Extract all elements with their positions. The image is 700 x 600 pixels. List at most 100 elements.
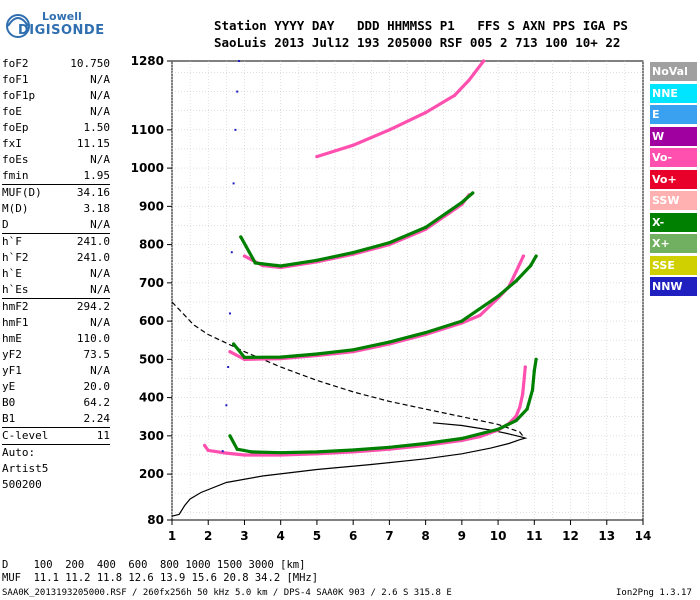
parameter-row: hmE 110.0 [2,331,110,347]
y-tick-label: 900 [139,199,164,213]
trace-point [481,59,486,63]
legend-entry-vo: Vo+ [650,169,697,189]
trace-point [315,450,319,454]
trace-point [236,90,239,93]
trace-point [521,254,526,258]
trace-point [203,443,207,448]
x-tick-label: 8 [421,529,429,543]
parameter-row: C-level 11 [2,428,110,444]
parameter-name: C-level [2,429,49,442]
trace-point [460,200,464,205]
header-line-values: SaoLuis 2013 Jul12 193 205000 RSF 005 2 … [214,35,621,50]
x-tick-label: 7 [385,529,393,543]
parameter-row: Artist5 [2,461,110,477]
x-tick-label: 3 [240,529,248,543]
trace-point [518,405,522,409]
x-tick-label: 11 [526,529,543,543]
parameter-name: fmin [2,169,29,182]
parameter-value: 110.0 [76,332,110,345]
parameter-row: M(D) 3.18 [2,201,110,217]
trace-point [206,448,210,452]
parameter-name: h`F2 [2,251,29,264]
logo-text-digisonde: DIGISONDE [18,23,105,38]
legend-entry-ssw: SSW [650,191,697,210]
parameter-row: h`F2 241.0 [2,250,110,266]
logo-emblem-icon [6,14,30,38]
parameter-value: 294.2 [76,300,110,313]
trace-point [250,450,254,454]
trace-point [514,418,518,423]
trace-point [228,350,232,354]
trace-point [351,448,355,452]
trace-point [522,376,526,381]
header-line-labels: Station YYYY DAY DDD HHMMSS P1 FFS S AXN… [214,18,628,33]
trace-point [460,319,464,323]
parameter-name: 500200 [2,478,42,491]
trace-point [523,365,527,369]
trace-point [351,348,355,352]
parameter-name: fxI [2,137,22,150]
y-tick-label: 500 [139,352,164,366]
y-tick-label: 1100 [131,123,164,137]
polarization-legend: NoVal NNE E W Vo- Vo+ SSW X- X+ SSE NNW [650,62,697,299]
y-tick-label: 200 [139,467,164,481]
parameter-name: foEs [2,153,29,166]
parameter-value: N/A [90,267,110,280]
trace-point [235,447,239,451]
parameter-value: 73.5 [83,348,111,361]
x-tick-label: 6 [349,529,357,543]
parameter-row: fxI 11.15 [2,136,110,152]
parameter-separator [2,427,110,428]
parameter-row: fmin 1.95 [2,168,110,184]
parameter-value: 64.2 [83,396,111,409]
parameter-row: MUF(D) 34.16 [2,185,110,201]
trace-point [315,258,319,262]
parameter-value: N/A [90,153,110,166]
trace-point [228,312,231,315]
trace-point [496,294,500,298]
trace-point [387,340,391,344]
trace-point [424,441,428,446]
trace [221,60,241,453]
parameter-row: yF2 73.5 [2,347,110,363]
trace-point [521,392,525,396]
footer-muf-line: MUF 11.1 11.2 11.8 12.6 13.9 15.6 20.8 3… [2,572,319,584]
parameter-row: hmF2 294.2 [2,299,110,315]
parameter-row: Auto: [2,445,110,461]
parameter-row: hmF1 N/A [2,315,110,331]
x-tick-label: 10 [490,529,507,543]
legend-entry-nnw: NNW [650,277,697,296]
trace-point [525,407,529,411]
parameter-name: B0 [2,396,16,409]
footer-distance-line: D 100 200 400 600 800 1000 1500 3000 [km… [2,559,306,571]
parameter-name: hmF1 [2,316,29,329]
trace-point [227,366,230,368]
trace-point [225,404,228,407]
trace-line [203,365,527,457]
trace-point [496,427,500,431]
electron-density-profile [171,422,528,517]
parameter-row: foE N/A [2,104,110,120]
parameter-row: foF2 10.750 [2,56,110,72]
trace-point [279,355,283,359]
parameter-name: foF2 [2,57,29,70]
x-tick-label: 5 [313,529,321,543]
parameter-row: yE 20.0 [2,379,110,395]
parameter-name: D [2,218,9,231]
legend-entry-x: X+ [650,234,697,253]
trace-point [351,251,355,255]
trace-point [534,254,538,258]
parameter-name: foEp [2,121,29,134]
parameter-name: foF1p [2,89,36,102]
y-tick-label: 1280 [131,54,164,68]
trace-point [534,357,538,361]
trace-point [529,264,533,268]
trace-point [351,143,355,147]
parameter-name: B1 [2,412,16,425]
footer-file-info: SAA0K_2013193205000.RSF / 260fx256h 50 k… [2,588,452,598]
parameter-row: h`Es N/A [2,282,110,298]
trace-point [514,269,518,273]
parameter-separator [2,298,110,299]
parameter-name: Auto: [2,446,36,459]
